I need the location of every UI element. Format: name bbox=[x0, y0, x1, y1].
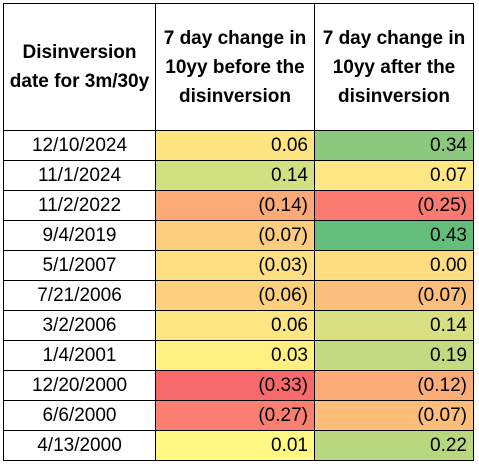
cell-disinversion-date[interactable]: 3/2/2006 bbox=[3, 310, 156, 341]
header-disinversion-date[interactable]: Disinversion date for 3m/30y bbox=[3, 3, 156, 131]
cell-disinversion-date[interactable]: 6/6/2000 bbox=[3, 400, 156, 431]
cell-disinversion-date[interactable]: 12/20/2000 bbox=[3, 370, 156, 401]
table-row: 11/1/2024 0.14 0.07 bbox=[3, 160, 474, 191]
cell-change-before[interactable]: (0.06) bbox=[155, 280, 315, 311]
cell-change-before[interactable]: 0.01 bbox=[155, 430, 315, 461]
disinversion-table: Disinversion date for 3m/30y 7 day chang… bbox=[3, 3, 474, 461]
cell-disinversion-date[interactable]: 12/10/2024 bbox=[3, 130, 156, 161]
cell-disinversion-date[interactable]: 9/4/2019 bbox=[3, 220, 156, 251]
table-body: 12/10/2024 0.06 0.34 11/1/2024 0.14 0.07 11/2/… bbox=[3, 130, 474, 461]
table-row: 3/2/2006 0.06 0.14 bbox=[3, 310, 474, 341]
cell-change-before[interactable]: (0.14) bbox=[155, 190, 315, 221]
table-row: 9/4/2019 (0.07) 0.43 bbox=[3, 220, 474, 251]
cell-change-after[interactable]: (0.07) bbox=[314, 280, 474, 311]
cell-change-after[interactable]: 0.34 bbox=[314, 130, 474, 161]
cell-change-before[interactable]: (0.33) bbox=[155, 370, 315, 401]
cell-disinversion-date[interactable]: 11/1/2024 bbox=[3, 160, 156, 191]
header-change-before[interactable]: 7 day change in 10yy before the disinver… bbox=[155, 3, 315, 131]
cell-change-before[interactable]: (0.07) bbox=[155, 220, 315, 251]
cell-change-after[interactable]: 0.14 bbox=[314, 310, 474, 341]
cell-change-before[interactable]: 0.06 bbox=[155, 310, 315, 341]
cell-change-before[interactable]: 0.03 bbox=[155, 340, 315, 371]
table-row: 6/6/2000 (0.27) (0.07) bbox=[3, 400, 474, 431]
cell-change-after[interactable]: (0.25) bbox=[314, 190, 474, 221]
cell-change-before[interactable]: 0.14 bbox=[155, 160, 315, 191]
cell-change-after[interactable]: 0.07 bbox=[314, 160, 474, 191]
cell-change-after[interactable]: (0.07) bbox=[314, 400, 474, 431]
table-row: 7/21/2006 (0.06) (0.07) bbox=[3, 280, 474, 311]
table-row: 1/4/2001 0.03 0.19 bbox=[3, 340, 474, 371]
table-row: 11/2/2022 (0.14) (0.25) bbox=[3, 190, 474, 221]
table-row: 4/13/2000 0.01 0.22 bbox=[3, 430, 474, 461]
header-row: Disinversion date for 3m/30y 7 day chang… bbox=[3, 3, 474, 131]
table-row: 5/1/2007 (0.03) 0.00 bbox=[3, 250, 474, 281]
cell-change-after[interactable]: (0.12) bbox=[314, 370, 474, 401]
cell-change-after[interactable]: 0.43 bbox=[314, 220, 474, 251]
cell-disinversion-date[interactable]: 7/21/2006 bbox=[3, 280, 156, 311]
cell-disinversion-date[interactable]: 4/13/2000 bbox=[3, 430, 156, 461]
table-row: 12/20/2000 (0.33) (0.12) bbox=[3, 370, 474, 401]
table-row: 12/10/2024 0.06 0.34 bbox=[3, 130, 474, 161]
cell-change-after[interactable]: 0.22 bbox=[314, 430, 474, 461]
header-change-after[interactable]: 7 day change in 10yy after the disinvers… bbox=[314, 3, 474, 131]
cell-disinversion-date[interactable]: 1/4/2001 bbox=[3, 340, 156, 371]
cell-change-after[interactable]: 0.00 bbox=[314, 250, 474, 281]
cell-disinversion-date[interactable]: 5/1/2007 bbox=[3, 250, 156, 281]
cell-change-before[interactable]: 0.06 bbox=[155, 130, 315, 161]
cell-disinversion-date[interactable]: 11/2/2022 bbox=[3, 190, 156, 221]
cell-change-before[interactable]: (0.27) bbox=[155, 400, 315, 431]
spreadsheet-table-region: Disinversion date for 3m/30y 7 day chang… bbox=[3, 3, 474, 461]
cell-change-after[interactable]: 0.19 bbox=[314, 340, 474, 371]
cell-change-before[interactable]: (0.03) bbox=[155, 250, 315, 281]
